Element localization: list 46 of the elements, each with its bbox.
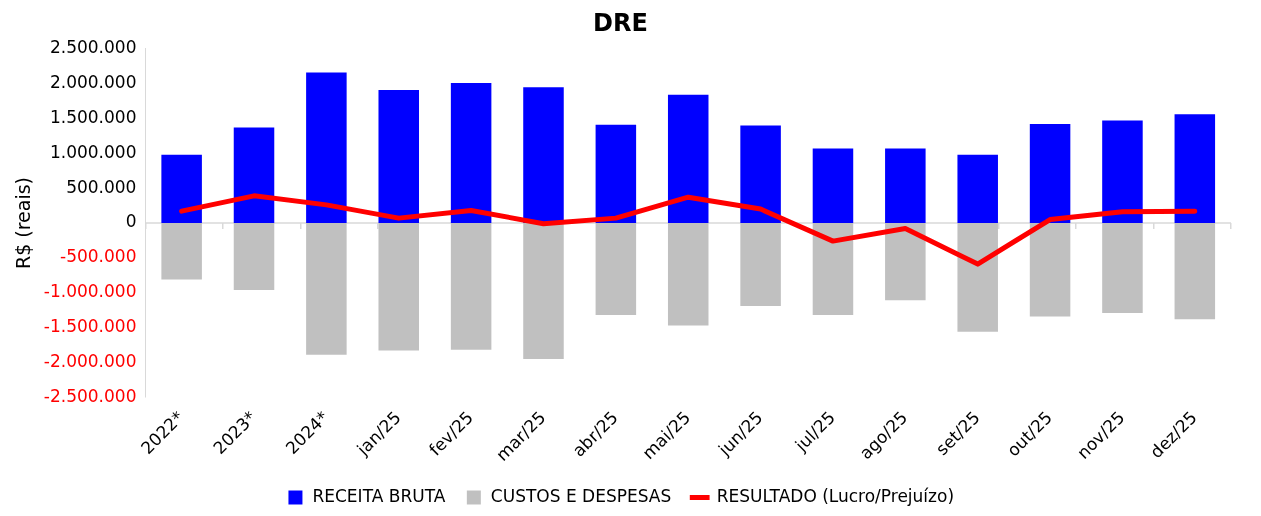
bar: [885, 223, 926, 301]
bar: [1102, 120, 1143, 224]
chart-title: DRE: [593, 8, 648, 37]
bar: [667, 94, 709, 224]
y-tick-label: 500.000: [66, 176, 137, 197]
y-tick-label: 1.500.000: [49, 106, 137, 127]
legend-label: CUSTOS E DESPESAS: [490, 485, 672, 506]
bar: [595, 124, 637, 224]
y-tick-label: 2.000.000: [49, 72, 137, 93]
bar: [161, 223, 202, 280]
y-tick-label: -2.500.000: [43, 385, 137, 406]
y-tick-label: 1.000.000: [49, 141, 137, 162]
y-tick-label: 0: [125, 211, 137, 232]
bar: [595, 223, 637, 315]
bar: [306, 72, 347, 224]
bar: [450, 82, 492, 224]
bar: [812, 148, 854, 224]
y-tick-label: -1.500.000: [43, 315, 137, 336]
bar: [885, 148, 926, 224]
bar: [1029, 124, 1071, 224]
bar: [233, 127, 275, 224]
bar: [378, 89, 420, 224]
bar: [740, 223, 781, 306]
bar: [812, 223, 854, 315]
bar: [957, 223, 998, 332]
bar: [740, 125, 781, 224]
y-tick-label: -1.000.000: [43, 281, 137, 302]
y-tick-label: -2.000.000: [43, 350, 137, 371]
y-axis-title: R$ (reais): [12, 176, 35, 270]
bar: [957, 154, 998, 224]
legend-label: RESULTADO (Lucro/Prejuízo): [716, 485, 955, 506]
bar: [306, 223, 347, 355]
bar: [667, 223, 709, 326]
y-tick-label: -500.000: [60, 246, 137, 267]
bar: [378, 223, 420, 351]
bar: [1174, 223, 1216, 320]
bar: [450, 223, 492, 350]
bar: [161, 154, 202, 224]
bar: [1029, 223, 1071, 317]
bar: [523, 87, 564, 224]
bar: [233, 223, 275, 290]
bar: [1102, 223, 1143, 313]
bar: [1174, 114, 1216, 224]
y-tick-label: 2.500.000: [49, 37, 137, 58]
bar: [523, 223, 564, 359]
legend-label: RECEITA BRUTA: [312, 485, 446, 506]
